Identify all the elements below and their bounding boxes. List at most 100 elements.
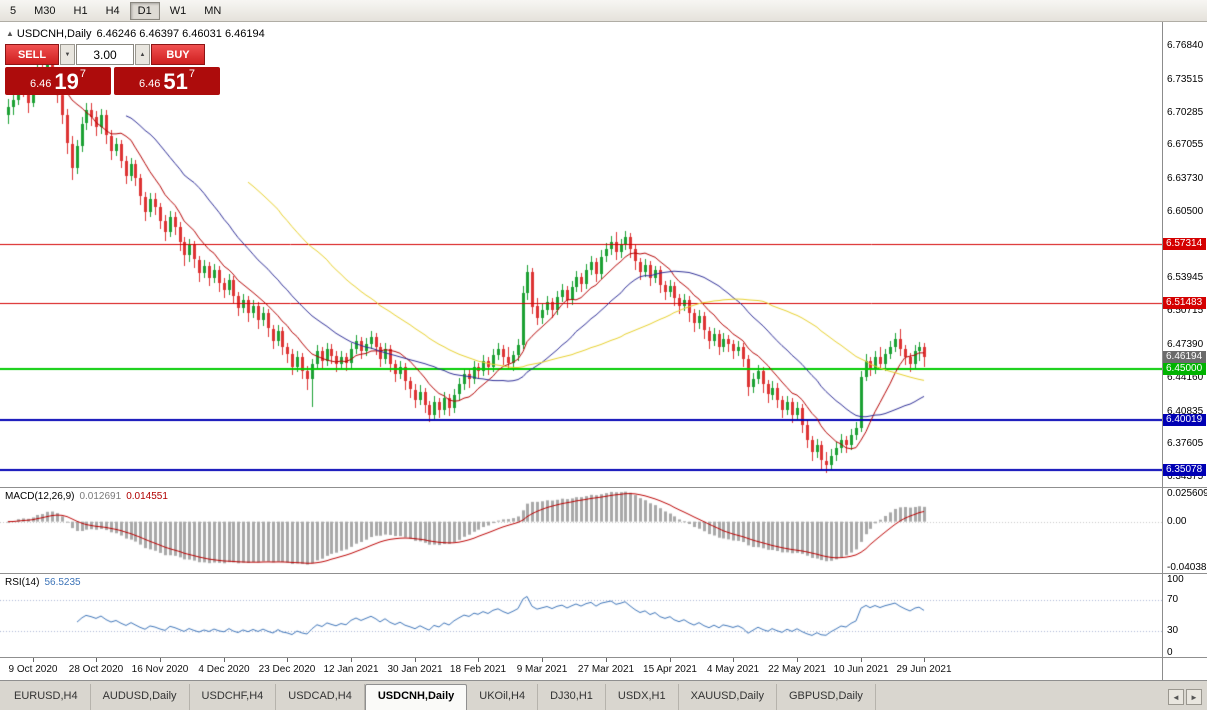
timeframe-toolbar: 5 M30 H1 H4 D1 W1 MN (0, 0, 1207, 22)
macd-scale-axis[interactable]: 0.025609 0.00 -0.040386 (1162, 488, 1207, 573)
time-tick (287, 658, 288, 662)
rsi-panel-row: RSI(14) 56.5235 100 70 30 0 (0, 573, 1207, 658)
price-tick-label: 6.53945 (1167, 272, 1204, 284)
timeframe-button-h4[interactable]: H4 (105, 4, 120, 17)
time-label: 4 Dec 2020 (198, 664, 250, 675)
time-label: 4 May 2021 (706, 664, 760, 675)
price-tick-label: 6.73515 (1167, 73, 1204, 85)
time-label: 15 Apr 2021 (643, 664, 697, 675)
time-tick (670, 658, 671, 662)
timeframe-button-w1[interactable]: W1 (169, 4, 187, 17)
time-tick (733, 658, 734, 662)
bid-price-badge: 6.46194 (1163, 351, 1206, 364)
time-label: 30 Jan 2021 (387, 664, 443, 675)
timeframe-button-m30[interactable]: M30 (34, 4, 56, 17)
resistance-1-price-badge: 6.57314 (1163, 238, 1206, 251)
time-label: 18 Feb 2021 (449, 664, 507, 675)
sell-price-superscript: 7 (79, 68, 87, 80)
time-axis-row: 9 Oct 2020 28 Oct 2020 16 Nov 2020 4 Dec 20… (0, 657, 1207, 680)
price-tick-label: 6.44160 (1167, 371, 1204, 383)
sell-price-display[interactable]: 6.46 19 7 (5, 67, 111, 95)
tab-scroll-left-button[interactable]: ◄ (1168, 689, 1184, 705)
rsi-scale-label-0: 0 (1167, 647, 1173, 658)
time-label: 9 Oct 2020 (8, 664, 58, 675)
time-tick (924, 658, 925, 662)
chart-ohlc-label: 6.46246 6.46397 6.46031 6.46194 (96, 28, 265, 40)
time-label: 16 Nov 2020 (131, 664, 189, 675)
tab-xauusd-daily[interactable]: XAUUSD,Daily (679, 684, 777, 710)
buy-price-display[interactable]: 6.46 51 7 (114, 67, 220, 95)
time-label: 29 Jun 2021 (896, 664, 952, 675)
volume-decrease-button[interactable]: ▼ (60, 44, 75, 65)
time-tick (606, 658, 607, 662)
time-tick (224, 658, 225, 662)
chart-tab-bar: EURUSD,H4 AUDUSD,Daily USDCHF,H4 USDCAD,H4 U… (0, 680, 1207, 710)
time-label: 28 Oct 2020 (68, 664, 124, 675)
price-tick-label: 6.63730 (1167, 173, 1204, 185)
tab-eurusd-h4[interactable]: EURUSD,H4 (2, 684, 91, 710)
price-tick-label: 6.67055 (1167, 139, 1204, 151)
support-2-price-badge: 6.35078 (1163, 463, 1206, 476)
time-tick (33, 658, 34, 662)
rsi-scale-label-100: 100 (1167, 574, 1184, 585)
time-label: 27 Mar 2021 (577, 664, 635, 675)
volume-input[interactable] (76, 44, 134, 65)
macd-scale-bottom: -0.040386 (1167, 562, 1207, 573)
rsi-scale-axis[interactable]: 100 70 30 0 (1162, 574, 1207, 658)
timeframe-button-5[interactable]: 5 (10, 4, 17, 17)
macd-value: 0.012691 (79, 491, 122, 502)
chart-shift-marker-icon: ▲ (6, 29, 14, 38)
tab-scroll-controls: ◄ ► (1168, 684, 1207, 710)
tab-usdx-h1[interactable]: USDX,H1 (606, 684, 679, 710)
tab-gbpusd-daily[interactable]: GBPUSD,Daily (777, 684, 876, 710)
tab-ukoil-h4[interactable]: UKOil,H4 (467, 684, 539, 710)
tab-usdcnh-daily[interactable]: USDCNH,Daily (364, 684, 468, 710)
time-label: 23 Dec 2020 (258, 664, 316, 675)
time-label: 12 Jan 2021 (323, 664, 379, 675)
time-tick (478, 658, 479, 662)
sell-price-prefix: 6.46 (29, 78, 52, 90)
rsi-indicator-name: RSI(14) (5, 577, 40, 588)
time-tick (861, 658, 862, 662)
time-tick (96, 658, 97, 662)
time-tick (797, 658, 798, 662)
macd-plot: MACD(12,26,9) 0.012691 0.014551 (0, 488, 1162, 573)
time-label: 10 Jun 2021 (833, 664, 889, 675)
volume-increase-button[interactable]: ▲ (135, 44, 150, 65)
buy-price-superscript: 7 (188, 68, 196, 80)
time-tick (351, 658, 352, 662)
buy-button[interactable]: BUY (151, 44, 205, 65)
timeframe-button-d1[interactable]: D1 (129, 1, 160, 20)
tab-audusd-daily[interactable]: AUDUSD,Daily (91, 684, 190, 710)
price-tick-label: 6.70285 (1167, 106, 1204, 118)
rsi-label: RSI(14) 56.5235 (5, 577, 81, 588)
chart-symbol-label: USDCNH,Daily (16, 28, 92, 40)
macd-panel-row: MACD(12,26,9) 0.012691 0.014551 0.025609 0.… (0, 487, 1207, 573)
macd-scale-zero: 0.00 (1167, 515, 1187, 527)
buy-price-prefix: 6.46 (138, 78, 161, 90)
support-1-price-badge: 6.40019 (1163, 413, 1206, 426)
tab-scroll-right-button[interactable]: ► (1186, 689, 1202, 705)
rsi-scale-label-70: 70 (1167, 594, 1179, 606)
tab-usdcad-h4[interactable]: USDCAD,H4 (276, 684, 365, 710)
macd-canvas (0, 488, 1162, 573)
main-chart-plot[interactable]: ▲ USDCNH,Daily 6.46246 6.46397 6.46031 6.4… (0, 22, 1162, 487)
macd-indicator-name: MACD(12,26,9) (5, 491, 75, 502)
macd-label: MACD(12,26,9) 0.012691 0.014551 (5, 491, 168, 502)
timeframe-button-h1[interactable]: H1 (73, 4, 88, 17)
time-axis[interactable]: 9 Oct 2020 28 Oct 2020 16 Nov 2020 4 Dec 20… (0, 658, 1162, 680)
time-tick (160, 658, 161, 662)
macd-signal-value: 0.014551 (126, 491, 168, 502)
price-tick-label: 6.37605 (1167, 438, 1204, 450)
chart-title: ▲ USDCNH,Daily 6.46246 6.46397 6.46031 6.4… (6, 28, 265, 40)
price-tick-label: 6.40835 (1167, 405, 1204, 417)
sell-price-big-digits: 19 (54, 69, 79, 94)
timeframe-button-mn[interactable]: MN (204, 4, 222, 17)
sell-button[interactable]: SELL (5, 44, 59, 65)
candlestick-chart-canvas[interactable] (0, 22, 1162, 487)
tab-dj30-h1[interactable]: DJ30,H1 (538, 684, 606, 710)
main-price-axis[interactable]: 6.76840 6.73515 6.70285 6.67055 6.63730 6.605… (1162, 22, 1207, 487)
tab-usdchf-h4[interactable]: USDCHF,H4 (190, 684, 277, 710)
rsi-value: 56.5235 (44, 577, 81, 588)
